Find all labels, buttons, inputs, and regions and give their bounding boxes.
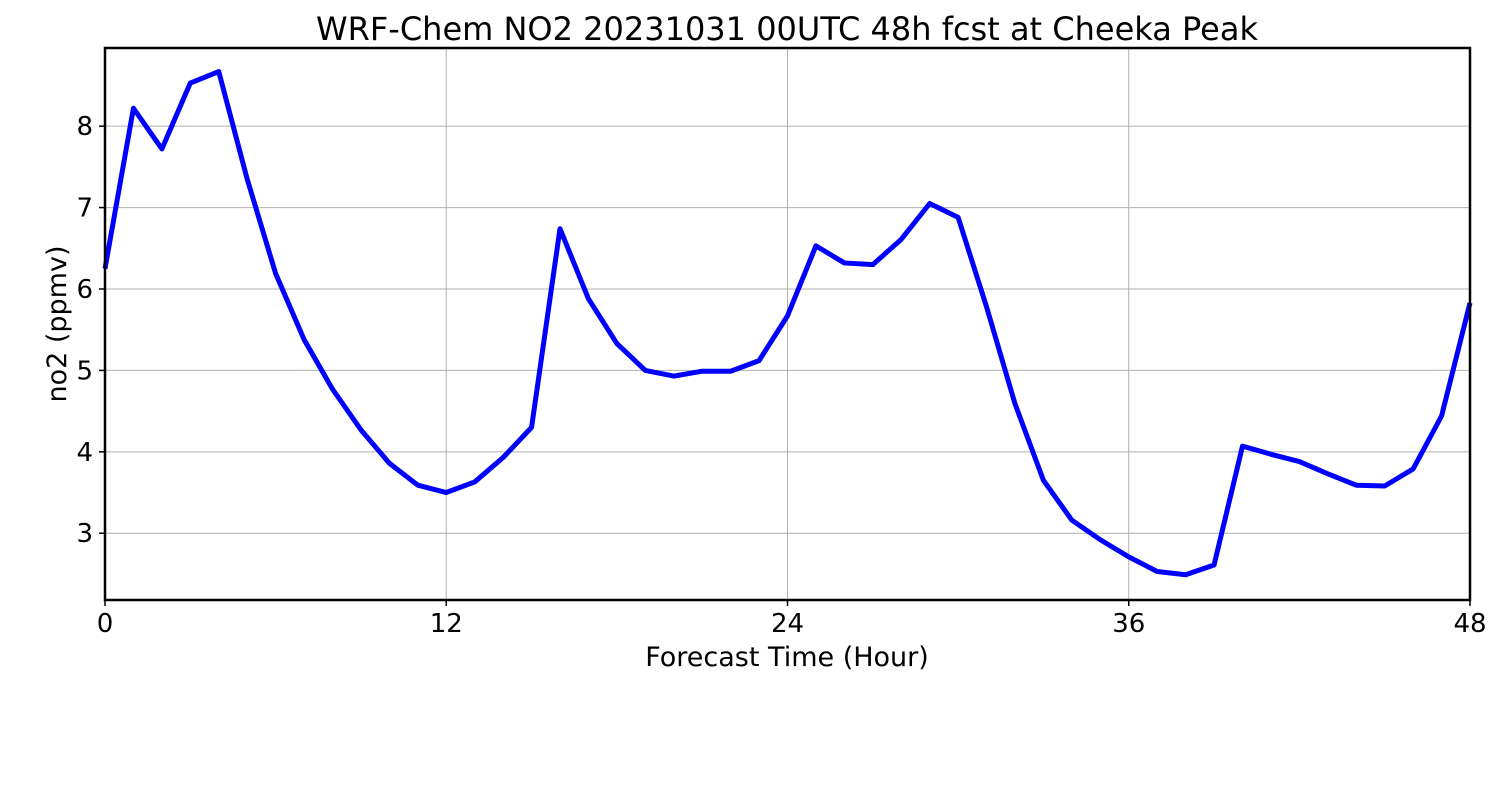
y-axis-ticks: 3 4 5 6 7 8 <box>76 112 105 549</box>
y-tick-label: 4 <box>76 438 93 468</box>
y-axis-label: no2 (ppmv) <box>42 245 73 402</box>
grid-lines <box>104 48 1471 600</box>
x-axis-ticks: 0 12 24 36 48 <box>97 600 1487 639</box>
series-group <box>102 69 1473 578</box>
x-axis-label: Forecast Time (Hour) <box>645 642 929 673</box>
x-tick-label: 12 <box>430 609 463 639</box>
x-tick-label: 24 <box>771 609 804 639</box>
x-tick-label: 0 <box>97 609 114 639</box>
y-tick-label: 7 <box>76 194 93 224</box>
series-line-no2 <box>102 69 1473 578</box>
y-tick-label: 3 <box>76 519 93 549</box>
y-tick-label: 8 <box>76 112 93 142</box>
chart-title: WRF-Chem NO2 20231031 00UTC 48h fcst at … <box>316 10 1258 48</box>
x-tick-label: 36 <box>1112 609 1145 639</box>
y-tick-label: 6 <box>76 275 93 305</box>
y-tick-label: 5 <box>76 356 93 386</box>
x-tick-label: 48 <box>1453 609 1486 639</box>
